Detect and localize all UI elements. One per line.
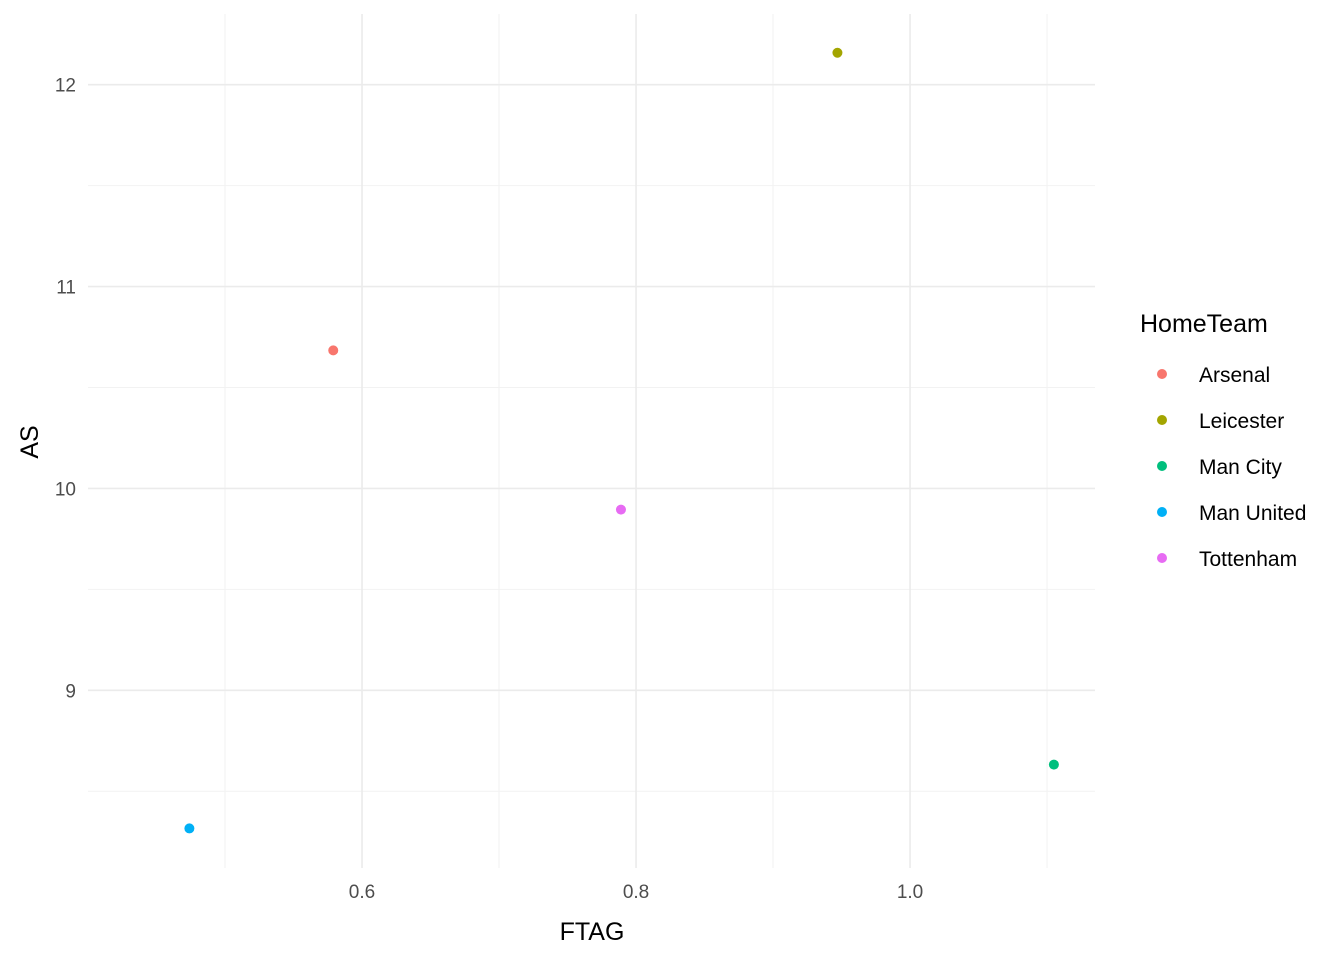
x-tick-label: 0.6	[349, 882, 375, 903]
minor-gridlines	[88, 14, 1095, 868]
y-tick-label: 10	[55, 479, 76, 500]
legend-label: Arsenal	[1199, 364, 1270, 387]
legend-key	[1157, 461, 1167, 471]
legend-label: Man City	[1199, 456, 1282, 479]
legend-label: Tottenham	[1199, 548, 1297, 571]
x-tick-label: 0.8	[623, 882, 649, 903]
x-axis-tick-labels: 0.6 0.8 1.0	[349, 882, 923, 903]
x-tick-label: 1.0	[897, 882, 923, 903]
y-axis-title: AS	[16, 425, 44, 458]
data-point	[184, 823, 195, 834]
legend-label: Leicester	[1199, 410, 1284, 433]
legend-key	[1157, 369, 1167, 379]
legend-label: Man United	[1199, 502, 1306, 525]
data-point	[328, 345, 339, 356]
data-point	[615, 504, 626, 515]
data-point	[1048, 759, 1059, 770]
data-points	[184, 47, 1059, 834]
legend-items: Arsenal Leicester Man City Man United Totten…	[1157, 364, 1306, 571]
legend-key	[1157, 415, 1167, 425]
y-tick-label: 9	[65, 681, 76, 702]
legend: HomeTeam Arsenal Leicester Man City Man Uni…	[1140, 310, 1306, 571]
y-tick-label: 12	[55, 76, 76, 97]
legend-title: HomeTeam	[1140, 310, 1268, 338]
major-gridlines	[88, 14, 1095, 868]
data-point	[832, 47, 843, 58]
legend-key	[1157, 553, 1167, 563]
legend-key	[1157, 507, 1167, 517]
y-tick-label: 11	[56, 278, 76, 299]
x-axis-title: FTAG	[560, 918, 625, 946]
y-axis-tick-labels: 9 10 11 12	[55, 76, 76, 703]
